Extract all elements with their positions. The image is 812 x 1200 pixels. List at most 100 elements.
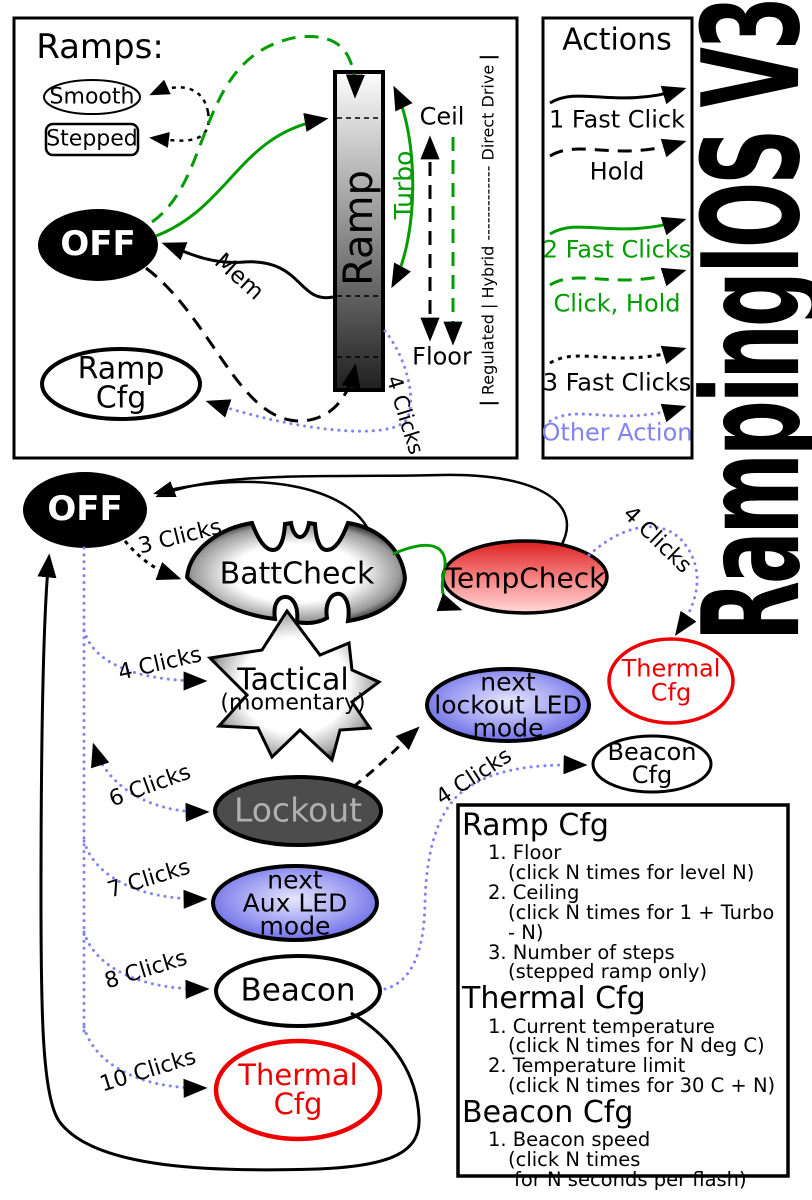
ceil-label: Ceil <box>419 102 465 131</box>
ramp-cfg-node <box>40 347 202 421</box>
off-main-label: OFF <box>47 489 123 530</box>
cfg-line: 1. Beacon speed <box>488 1128 651 1152</box>
off-click-hold-ceiling-arrow <box>151 35 365 224</box>
label-line: Tactical <box>237 662 349 698</box>
lockout-hold-led-arrow <box>352 726 420 789</box>
cfg-panel-frame <box>456 803 790 1178</box>
cfg-line: (click N times <box>508 1148 641 1172</box>
label-line: Cfg <box>631 761 673 789</box>
ramps-panel-frame <box>12 16 519 460</box>
toggle-smooth-arrow <box>149 79 210 113</box>
beacon-4clicks-beaconcfg-arrow <box>383 755 588 991</box>
ramp-bar-label: Ramp <box>336 170 382 286</box>
battcheck-label: BattCheck <box>219 556 375 592</box>
cfg-line: 3. Number of steps <box>488 940 675 964</box>
legend-otheraction-label: Other Action <box>541 418 693 447</box>
tactical-node-label: Tactical (momentary) <box>220 662 365 714</box>
tactical-star-shape <box>206 608 382 763</box>
beacon-node <box>214 954 382 1028</box>
lockout-led-node <box>425 667 591 743</box>
cfg-line: 2. Ceiling <box>488 880 580 904</box>
turbo-label: Turbo <box>388 150 418 220</box>
cfg-line: (stepped ramp only) <box>508 960 708 984</box>
lockout-led-node-label: next lockout LED mode <box>434 667 582 743</box>
toggle-stepped-arrow <box>149 111 210 148</box>
cfg-line: 1. Floor <box>488 841 562 865</box>
aux-led-node <box>211 864 379 942</box>
legend-clickhold-arrow <box>549 267 687 287</box>
turbo-toggle-arrow <box>391 85 415 289</box>
label-line: Cfg <box>95 380 147 415</box>
ramp-bar-level-lines <box>337 117 381 358</box>
label-line: Aux LED <box>242 888 348 918</box>
off-10clicks-thermalcfg-arrow <box>82 1025 208 1098</box>
ramp-4clicks-rampcfg-arrow <box>205 329 413 433</box>
beacon-cfg-node <box>591 734 713 794</box>
off-ramps-label: OFF <box>60 224 136 265</box>
label-line: Cfg <box>273 1087 323 1121</box>
battcheck-2clicks-tempcheck-arrow <box>392 544 463 612</box>
off-node-ramps <box>38 209 158 281</box>
cfg-reference-panel: Ramp Cfg 1. Floor (click N times for lev… <box>462 808 784 1191</box>
thermal-cfg2-node-label: Thermal Cfg <box>238 1061 357 1119</box>
page-title: RampingIOS V3 <box>675 0 812 642</box>
actions-panel-title: Actions <box>562 22 672 58</box>
legend-arrows <box>548 85 687 423</box>
mem-to-off-arrow <box>161 242 334 300</box>
beacon-cfg-node-label: Beacon Cfg <box>607 738 697 789</box>
label-line: lockout LED <box>434 690 582 720</box>
lockout-node <box>213 775 383 847</box>
cfg-line: 2. Temperature limit <box>488 1054 686 1078</box>
cfg-line: (click N times for 30 C + N) <box>508 1074 776 1098</box>
lockout-label: Lockout <box>233 790 363 830</box>
beacon-cfg-heading: Beacon Cfg <box>462 1095 634 1130</box>
cfg-line: (click N times for N deg C) <box>508 1034 765 1058</box>
off-7clicks-auxled-arrow <box>82 839 208 909</box>
stepped-node <box>44 122 140 157</box>
off-node-main <box>23 472 147 548</box>
ramps-panel-title: Ramps: <box>36 27 164 68</box>
floor-label: Floor <box>412 342 472 371</box>
ramp-cfg-heading: Ramp Cfg <box>462 808 609 843</box>
legend-1fastclick-arrow <box>549 85 687 105</box>
label-line: Beacon <box>607 738 697 767</box>
thermal-cfg2-node <box>213 1038 383 1142</box>
label-line: next <box>480 667 536 697</box>
label-line: mode <box>259 911 331 941</box>
label-line: Ramp <box>77 351 165 387</box>
tempcheck-label: TempCheck <box>444 561 606 595</box>
label-line: next <box>267 865 323 895</box>
ramp-level-bar <box>333 70 385 392</box>
thermal-cfg-node-label: Thermal Cfg <box>622 657 721 704</box>
legend-2fastclicks-arrow <box>549 216 687 236</box>
smooth-label: Smooth <box>49 84 135 110</box>
label-line: Thermal <box>621 654 721 683</box>
cfg-line: (click N times for level N) <box>508 861 755 885</box>
tempcheck-to-off-arrow <box>155 473 569 547</box>
label-line: Cfg <box>650 678 692 706</box>
label-line: Thermal <box>238 1058 358 1092</box>
main-connectors <box>37 473 699 1172</box>
drive-type-axis-label: Regulated | Hybrid ------------- Direct … <box>479 55 499 405</box>
legend-3fastclicks-arrow <box>549 345 687 365</box>
stepped-label: Stepped <box>46 126 138 152</box>
actions-panel-frame <box>541 16 694 460</box>
legend-2fastclicks-label: 2 Fast Clicks <box>542 235 692 264</box>
off-8clicks-beacon-arrow <box>82 930 210 999</box>
legend-3fastclicks-label: 3 Fast Clicks <box>542 368 692 397</box>
ramps-connectors <box>145 35 463 433</box>
aux-led-node-label: next Aux LED mode <box>242 865 348 941</box>
label-line: mode <box>472 713 544 743</box>
ramp-cfg-node-label: Ramp Cfg <box>77 351 165 415</box>
cfg-line: (click N times for 1 + Turbo - N) <box>508 900 775 944</box>
off-2clicks-ceiling-arrow <box>155 113 329 238</box>
beacon-label: Beacon <box>240 972 356 1009</box>
beacon-return-off-arrow <box>37 553 421 1172</box>
cfg-line: 1. Current temperature <box>488 1014 715 1038</box>
smooth-node <box>43 79 141 115</box>
cfg-line: for N seconds per flash) <box>514 1167 747 1191</box>
thermal-cfg-node <box>607 637 735 725</box>
off-6clicks-lockout-arrow <box>91 742 210 822</box>
